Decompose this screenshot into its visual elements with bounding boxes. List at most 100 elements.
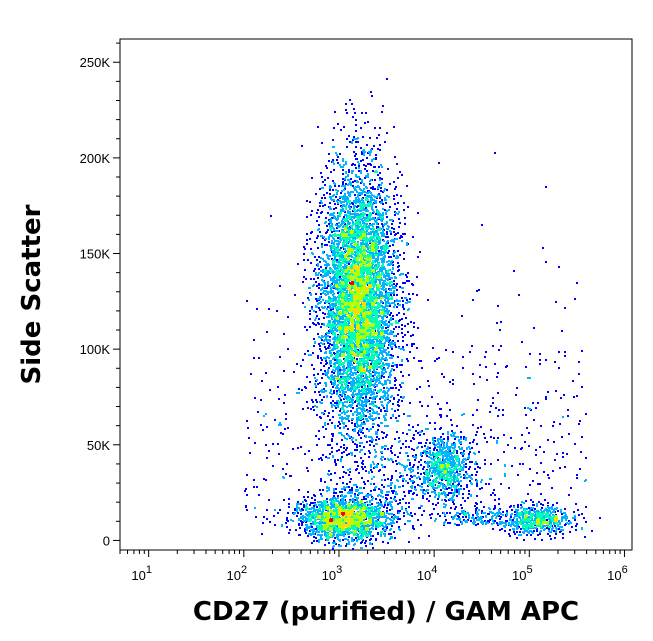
data-point xyxy=(469,448,471,450)
data-point xyxy=(529,353,531,355)
data-point xyxy=(506,510,508,512)
data-point xyxy=(351,164,353,166)
data-point xyxy=(329,347,331,349)
data-point xyxy=(370,228,372,230)
data-point xyxy=(367,121,369,123)
data-point xyxy=(392,387,394,389)
data-point xyxy=(323,365,325,367)
data-point xyxy=(298,392,300,394)
data-point xyxy=(435,494,437,496)
data-point xyxy=(381,178,383,180)
data-point xyxy=(387,397,389,399)
data-point xyxy=(591,530,593,532)
data-point xyxy=(352,407,354,409)
data-point xyxy=(379,469,381,471)
data-point xyxy=(476,503,478,505)
data-point xyxy=(250,373,252,375)
data-point xyxy=(395,470,397,472)
data-point xyxy=(279,509,281,511)
data-point xyxy=(296,363,298,365)
data-point xyxy=(381,199,383,201)
data-point xyxy=(388,533,390,535)
data-point xyxy=(336,483,338,485)
data-point xyxy=(366,501,368,503)
data-point xyxy=(562,529,564,531)
data-point xyxy=(314,342,316,344)
data-point xyxy=(456,495,458,497)
data-point xyxy=(319,534,321,536)
data-point xyxy=(317,383,319,385)
data-point xyxy=(378,379,380,381)
data-point xyxy=(426,439,428,441)
data-point xyxy=(439,408,441,410)
data-point xyxy=(261,380,263,382)
data-point xyxy=(355,469,357,471)
data-point xyxy=(322,205,324,207)
data-point xyxy=(482,523,484,525)
data-point xyxy=(248,437,250,439)
data-point xyxy=(545,396,547,398)
data-point xyxy=(402,336,404,338)
data-point xyxy=(492,528,494,530)
data-point xyxy=(373,195,375,197)
data-point xyxy=(401,359,403,361)
data-point xyxy=(364,377,366,379)
data-point xyxy=(481,224,483,226)
data-point xyxy=(457,436,459,438)
data-point xyxy=(365,175,367,177)
data-point xyxy=(408,490,410,492)
data-point xyxy=(377,194,379,196)
data-point xyxy=(323,194,325,196)
data-point xyxy=(358,176,360,178)
data-point xyxy=(334,216,336,218)
data-point xyxy=(393,490,395,492)
data-point xyxy=(397,177,399,179)
data-point xyxy=(297,447,299,449)
data-point xyxy=(313,505,315,507)
data-point xyxy=(527,531,529,533)
data-point xyxy=(397,232,399,234)
data-point xyxy=(336,443,338,445)
data-point xyxy=(354,251,356,253)
data-point xyxy=(399,300,401,302)
data-point xyxy=(455,436,457,438)
data-point xyxy=(391,445,393,447)
data-point xyxy=(366,226,368,228)
data-point xyxy=(391,239,393,241)
data-point xyxy=(330,381,332,383)
data-point xyxy=(305,278,307,280)
data-point xyxy=(323,340,325,342)
data-point xyxy=(567,415,569,417)
data-point xyxy=(317,298,319,300)
data-point xyxy=(353,205,355,207)
data-point xyxy=(321,275,323,277)
data-point xyxy=(404,468,406,470)
data-point xyxy=(296,507,298,509)
data-point xyxy=(319,348,321,350)
data-point xyxy=(423,476,425,478)
data-point xyxy=(383,335,385,337)
data-point xyxy=(327,347,329,349)
data-point xyxy=(364,243,366,245)
data-point xyxy=(319,188,321,190)
data-point xyxy=(324,424,326,426)
data-point xyxy=(387,300,389,302)
data-point xyxy=(399,222,401,224)
data-point xyxy=(333,163,335,165)
data-point xyxy=(312,401,314,403)
data-point xyxy=(377,495,379,497)
data-point xyxy=(465,463,467,465)
data-point xyxy=(395,186,397,188)
data-point xyxy=(475,434,477,436)
data-point xyxy=(494,507,496,509)
data-point xyxy=(381,484,383,486)
data-point xyxy=(387,379,389,381)
data-point xyxy=(524,441,526,443)
data-point xyxy=(268,499,270,501)
data-point xyxy=(369,137,371,139)
data-point xyxy=(340,545,342,547)
data-point xyxy=(332,456,334,458)
data-point xyxy=(354,443,356,445)
data-point xyxy=(332,400,334,402)
data-point xyxy=(348,192,350,194)
